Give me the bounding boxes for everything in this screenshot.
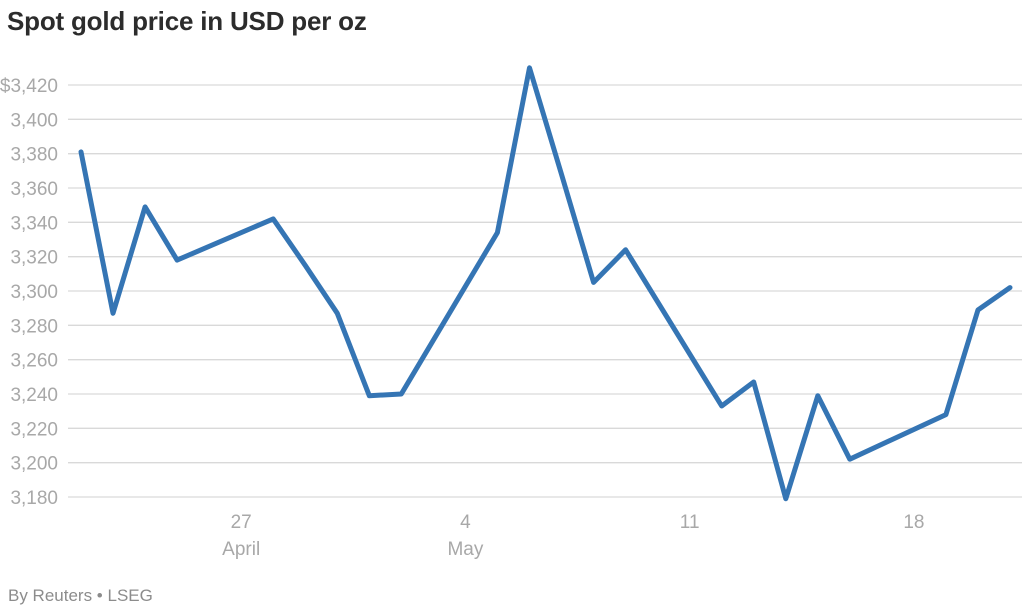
y-tick-label: $3,420 [0,76,58,97]
y-tick-label: 3,240 [10,385,58,406]
x-tick-day-label: 27 [231,512,252,533]
x-tick-day-label: 4 [460,512,471,533]
gold-price-line-chart: $3,420 3,400 3,380 3,360 3,340 3,320 3,300 3,28… [0,65,1022,560]
source-credit: By Reuters • LSEG [8,586,153,605]
y-tick-label: 3,360 [10,179,58,200]
y-tick-label: 3,260 [10,351,58,372]
x-tick-month-label: April [222,539,260,560]
x-tick-month-label: May [447,539,483,560]
y-tick-label: 3,220 [10,419,58,440]
chart-title: Spot gold price in USD per oz [7,6,367,36]
y-tick-label: 3,180 [10,488,58,509]
y-tick-label: 3,380 [10,145,58,166]
y-tick-label: 3,340 [10,213,58,234]
y-tick-label: 3,320 [10,248,58,269]
y-tick-label: 3,400 [10,110,58,131]
price-line-series [78,65,1013,502]
y-tick-label: 3,300 [10,282,58,303]
x-tick-day-label: 11 [680,512,700,533]
x-tick-day-label: 18 [903,512,924,533]
y-tick-label: 3,280 [10,316,58,337]
y-tick-label: 3,200 [10,454,58,475]
